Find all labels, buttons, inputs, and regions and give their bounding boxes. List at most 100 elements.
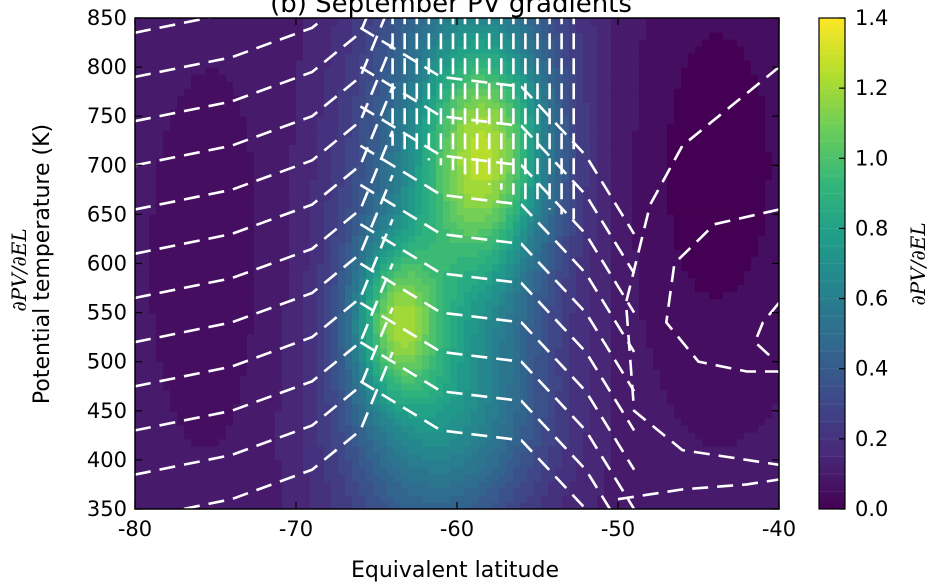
heatmap-cell [520, 46, 528, 54]
heatmap-cell [429, 417, 437, 426]
heatmap-cell [520, 312, 528, 321]
heatmap-cell [590, 305, 598, 314]
heatmap-cell [324, 221, 332, 230]
heatmap-cell [513, 221, 521, 230]
heatmap-cell [275, 340, 283, 349]
heatmap-cell [233, 53, 241, 61]
heatmap-cell [163, 438, 171, 447]
heatmap-cell [345, 242, 353, 251]
heatmap-cell [576, 354, 584, 363]
heatmap-cell [422, 501, 430, 509]
heatmap-cell [429, 249, 437, 258]
heatmap-cell [429, 298, 437, 307]
heatmap-cell [569, 424, 577, 433]
heatmap-cell [618, 312, 626, 321]
heatmap-cell [513, 123, 521, 131]
heatmap-cell [275, 207, 283, 215]
heatmap-cell [499, 466, 507, 475]
heatmap-cell [625, 137, 633, 145]
heatmap-cell [422, 326, 430, 335]
heatmap-cell [296, 18, 304, 26]
heatmap-cell [555, 389, 563, 398]
heatmap-cell [254, 151, 262, 159]
heatmap-cell [555, 263, 563, 272]
heatmap-cell [415, 200, 423, 208]
heatmap-cell [520, 284, 528, 293]
heatmap-cell [261, 214, 269, 223]
heatmap-cell [450, 326, 458, 335]
heatmap-cell [163, 235, 171, 244]
heatmap-cell [303, 326, 311, 335]
heatmap-cell [247, 361, 255, 370]
heatmap-cell [317, 137, 325, 145]
heatmap-cell [604, 67, 612, 75]
heatmap-cell [310, 109, 318, 117]
heatmap-cell [492, 200, 500, 208]
heatmap-cell [324, 67, 332, 75]
heatmap-cell [422, 452, 430, 461]
heatmap-cell [310, 88, 318, 96]
heatmap-cell [429, 81, 437, 89]
heatmap-cell [478, 102, 486, 110]
heatmap-cell [219, 410, 227, 419]
heatmap-cell [359, 137, 367, 145]
heatmap-cell [408, 193, 416, 201]
heatmap-cell [450, 53, 458, 61]
heatmap-cell [590, 277, 598, 286]
heatmap-cell [408, 277, 416, 286]
heatmap-cell [604, 459, 612, 468]
heatmap-cell [394, 333, 402, 342]
heatmap-cell [429, 473, 437, 482]
heatmap-cell [170, 480, 178, 489]
heatmap-cell [338, 298, 346, 307]
heatmap-cell [359, 235, 367, 244]
heatmap-cell [485, 466, 493, 475]
heatmap-cell [562, 389, 570, 398]
heatmap-cell [149, 361, 157, 370]
heatmap-cell [387, 480, 395, 489]
heatmap-cell [443, 319, 451, 328]
heatmap-cell [310, 417, 318, 426]
heatmap-cell [338, 158, 346, 166]
heatmap-cell [191, 165, 199, 173]
heatmap-cell [275, 466, 283, 475]
heatmap-cell [604, 102, 612, 110]
heatmap-cell [457, 109, 465, 117]
heatmap-cell [548, 130, 556, 138]
heatmap-cell [604, 347, 612, 356]
heatmap-cell [219, 459, 227, 468]
heatmap-cell [436, 487, 444, 496]
heatmap-cell [170, 123, 178, 131]
heatmap-cell [450, 396, 458, 405]
heatmap-cell [506, 452, 514, 461]
heatmap-cell [387, 116, 395, 124]
heatmap-cell [464, 130, 472, 138]
heatmap-cell [597, 389, 605, 398]
heatmap-cell [450, 25, 458, 33]
heatmap-cell [548, 242, 556, 251]
heatmap-cell [345, 207, 353, 215]
heatmap-cell [534, 347, 542, 356]
heatmap-cell [597, 452, 605, 461]
heatmap-cell [604, 326, 612, 335]
heatmap-cell [520, 235, 528, 244]
heatmap-cell [401, 158, 409, 166]
heatmap-cell [443, 102, 451, 110]
heatmap-cell [583, 347, 591, 356]
heatmap-cell [541, 445, 549, 454]
heatmap-cell [205, 151, 213, 159]
heatmap-cell [268, 263, 276, 272]
heatmap-cell [212, 60, 220, 68]
heatmap-cell [373, 179, 381, 187]
heatmap-cell [198, 291, 206, 300]
heatmap-cell [282, 186, 290, 194]
heatmap-cell [233, 165, 241, 173]
heatmap-cell [457, 144, 465, 152]
heatmap-cell [527, 452, 535, 461]
heatmap-cell [352, 249, 360, 258]
heatmap-cell [240, 368, 248, 377]
heatmap-cell [478, 347, 486, 356]
heatmap-cell [310, 452, 318, 461]
heatmap-cell [149, 263, 157, 272]
heatmap-cell [625, 389, 633, 398]
